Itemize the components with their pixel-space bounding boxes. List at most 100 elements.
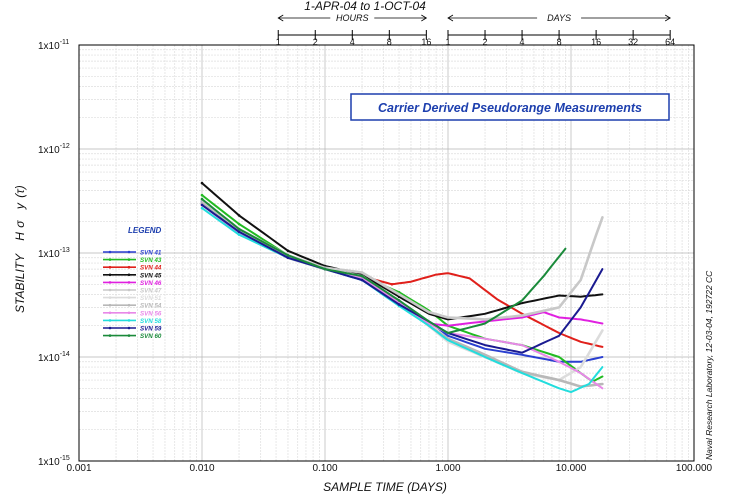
legend-marker — [127, 296, 131, 299]
y-label-sigma: σ — [13, 220, 27, 228]
top-axis-tick-label: 1 — [445, 37, 450, 47]
legend-marker — [108, 281, 112, 284]
x-tick-label: 10.000 — [556, 463, 587, 474]
top-axis-arrow — [277, 14, 284, 22]
top-axis-tick-label: 4 — [520, 37, 525, 47]
top-axis-arrow — [664, 14, 671, 22]
svg-text:STABILITY H σ: STABILITY H σ y (τ) — [13, 185, 27, 313]
series-point — [200, 203, 204, 207]
top-axis-arrow — [447, 14, 454, 22]
y-tick-mantissa: 1x10 — [38, 145, 60, 156]
series-point — [237, 214, 241, 217]
legend-label: SVN 60 — [140, 333, 162, 340]
top-axis-tick-label: 2 — [483, 37, 488, 47]
legend-label: SVN 41 — [140, 250, 162, 257]
top-axis-tick-label: 8 — [387, 37, 392, 47]
y-tick-mantissa: 1x10 — [38, 41, 60, 52]
legend-marker — [127, 288, 131, 292]
annotation-box: Carrier Derived Pseudorange Measurements — [350, 93, 670, 121]
series-point — [390, 283, 394, 286]
series-point — [397, 303, 401, 306]
x-tick-label: 0.100 — [312, 463, 337, 474]
top-axis-title: DAYS — [547, 13, 571, 23]
legend-marker — [127, 319, 131, 322]
legend-label: SVN 59 — [140, 326, 162, 333]
legend-marker — [127, 311, 131, 315]
legend-marker — [108, 303, 112, 307]
series-point — [397, 299, 401, 302]
series-point — [360, 278, 364, 282]
legend-title: LEGEND — [128, 226, 162, 235]
y-label-h: H — [13, 232, 27, 241]
series-point — [237, 222, 241, 226]
legend-marker — [108, 258, 112, 261]
y-tick-label: 1x10-15 — [38, 455, 70, 468]
y-tick-mantissa: 1x10 — [38, 249, 60, 260]
legend-label: SVN 46 — [140, 280, 162, 287]
legend-marker — [108, 326, 112, 330]
data-series — [200, 181, 604, 394]
top-axis-tick-label: 64 — [665, 37, 675, 47]
legend-marker — [108, 273, 112, 277]
series-point — [237, 227, 241, 231]
series-point — [237, 230, 241, 234]
x-axis-label: SAMPLE TIME (DAYS) — [323, 480, 447, 494]
series-point — [360, 274, 364, 278]
legend-label: SVN 51 — [140, 295, 162, 302]
series-point — [286, 256, 290, 260]
legend-marker — [108, 265, 112, 269]
legend-marker — [127, 250, 131, 254]
series-point — [286, 249, 290, 253]
legend-label: SVN 54 — [140, 303, 162, 310]
legend-marker — [108, 250, 112, 254]
series-line-svn-60 — [201, 198, 567, 334]
y-label-stability: STABILITY — [13, 253, 27, 313]
x-tick-label: 0.001 — [66, 463, 91, 474]
legend-marker — [127, 273, 131, 277]
y-tick-exponent: -12 — [60, 143, 70, 150]
top-axis-tick-label: 16 — [421, 37, 431, 47]
legend-label: SVN 56 — [140, 310, 162, 317]
top-axis-tick-label: 2 — [313, 37, 318, 47]
top-axis-tick-label: 8 — [557, 37, 562, 47]
y-axis-label: STABILITY H σ y (τ) — [13, 185, 27, 313]
y-tick-label: 1x10-14 — [38, 351, 70, 364]
series-point — [200, 193, 204, 197]
plot-frame — [78, 44, 695, 462]
series-point — [237, 233, 241, 236]
top-axis-tick-label: 32 — [628, 37, 638, 47]
legend-label: SVN 47 — [140, 288, 162, 295]
y-tick-mantissa: 1x10 — [38, 457, 60, 468]
y-tick-label: 1x10-11 — [38, 39, 69, 52]
top-axis-title: HOURS — [336, 13, 369, 23]
series-point — [323, 267, 327, 271]
x-tick-label: 0.010 — [189, 463, 214, 474]
legend-marker — [127, 326, 131, 330]
top-axis-tick-label: 16 — [591, 37, 601, 47]
x-tick-label: 1.000 — [435, 463, 460, 474]
top-time-axes: HOURS 1 2 4 8 16 DAYS 1 2 4 8 16 32 64 — [276, 13, 675, 47]
legend-marker — [127, 281, 131, 284]
y-tick-exponent: -15 — [60, 455, 70, 462]
legend-label: SVN 44 — [140, 265, 162, 272]
series-point — [200, 206, 204, 210]
top-axis-tick-label: 1 — [276, 37, 281, 47]
y-tick-exponent: -13 — [60, 247, 70, 254]
series-point — [200, 181, 204, 185]
y-tick-label: 1x10-12 — [38, 143, 70, 156]
y-label-tau: (τ) — [13, 185, 27, 197]
legend-label: SVN 45 — [140, 272, 162, 279]
side-note: Naval Research Laboratory, 12-03-04, 192… — [704, 270, 714, 460]
y-tick-label: 1x10-13 — [38, 247, 70, 260]
y-label-y: y — [13, 202, 27, 210]
series-point — [286, 254, 290, 257]
legend-marker — [127, 265, 131, 269]
legend-label: SVN 43 — [140, 257, 162, 264]
legend-marker — [108, 311, 112, 315]
y-tick-exponent: -11 — [60, 39, 70, 46]
series-point — [397, 293, 401, 296]
y-tick-exponent: -14 — [60, 351, 70, 358]
chart-title: 1-APR-04 to 1-OCT-04 — [304, 0, 426, 13]
